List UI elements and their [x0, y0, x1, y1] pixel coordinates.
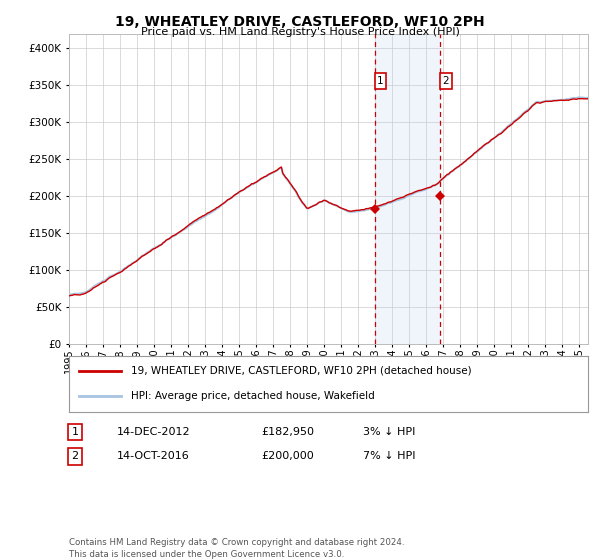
Text: 1: 1: [377, 76, 384, 86]
Text: 3% ↓ HPI: 3% ↓ HPI: [363, 427, 415, 437]
Text: 14-DEC-2012: 14-DEC-2012: [117, 427, 191, 437]
Text: Price paid vs. HM Land Registry's House Price Index (HPI): Price paid vs. HM Land Registry's House …: [140, 27, 460, 37]
Text: HPI: Average price, detached house, Wakefield: HPI: Average price, detached house, Wake…: [131, 391, 375, 402]
Text: 2: 2: [442, 76, 449, 86]
Text: £200,000: £200,000: [261, 451, 314, 461]
Text: 2: 2: [71, 451, 79, 461]
Bar: [374, 34, 440, 344]
Text: 14-OCT-2016: 14-OCT-2016: [117, 451, 190, 461]
Text: Contains HM Land Registry data © Crown copyright and database right 2024.
This d: Contains HM Land Registry data © Crown c…: [69, 538, 404, 559]
Text: £182,950: £182,950: [261, 427, 314, 437]
Text: 19, WHEATLEY DRIVE, CASTLEFORD, WF10 2PH: 19, WHEATLEY DRIVE, CASTLEFORD, WF10 2PH: [115, 15, 485, 29]
Text: 7% ↓ HPI: 7% ↓ HPI: [363, 451, 415, 461]
Text: 1: 1: [71, 427, 79, 437]
Text: 19, WHEATLEY DRIVE, CASTLEFORD, WF10 2PH (detached house): 19, WHEATLEY DRIVE, CASTLEFORD, WF10 2PH…: [131, 366, 472, 376]
